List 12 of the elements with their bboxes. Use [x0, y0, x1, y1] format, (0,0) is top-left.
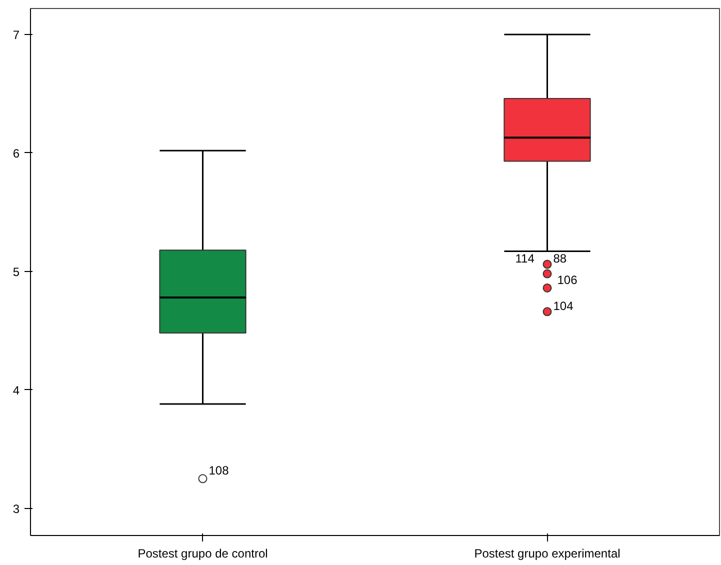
- annotation: 104: [553, 298, 574, 313]
- annotation: 114: [515, 251, 535, 266]
- y-tick-label: 3: [12, 502, 20, 516]
- y-tick-label: 4: [12, 383, 20, 398]
- y-tick-label: 7: [12, 28, 20, 42]
- y-tick-label: 5: [12, 264, 20, 279]
- x-tick-label: Postest grupo de control: [138, 546, 268, 560]
- y-tick-label: 6: [12, 146, 20, 160]
- annotation: 108: [208, 464, 230, 478]
- annotation: 106: [557, 272, 578, 287]
- x-tick-label: Postest grupo experimental: [474, 546, 620, 560]
- annotation: 88: [553, 251, 567, 266]
